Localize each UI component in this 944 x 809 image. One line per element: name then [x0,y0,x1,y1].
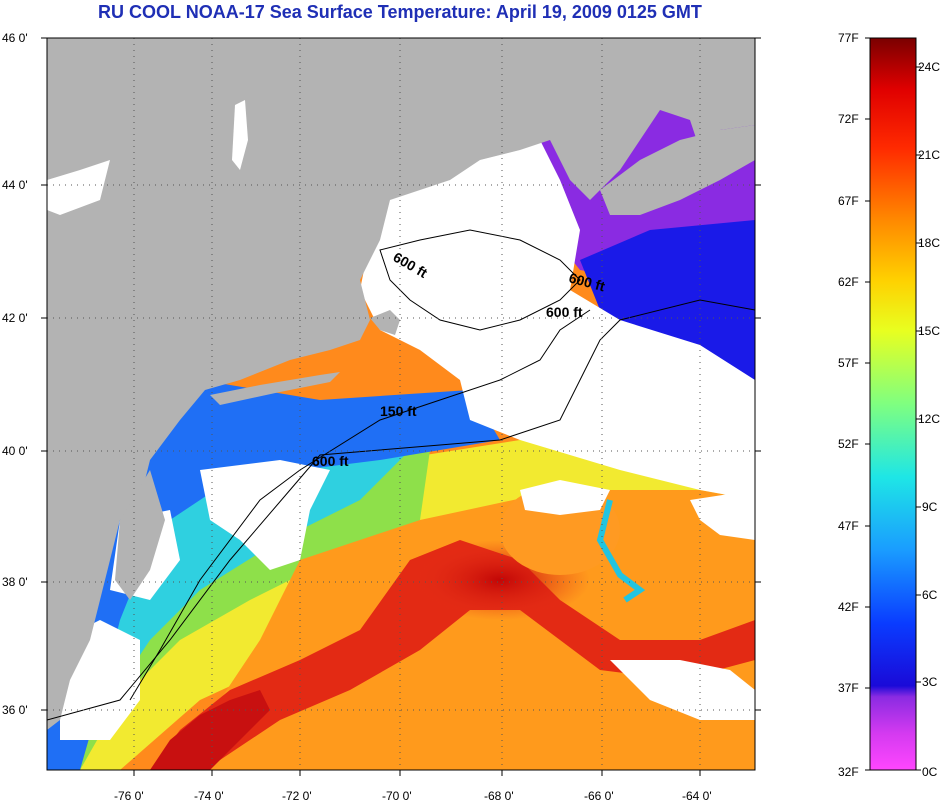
contour-label-600ft-3: 600 ft [546,304,583,320]
cb-f-52: 52F [838,437,859,451]
cb-f-47: 47F [838,519,859,533]
lon-label-66: -66 0' [584,789,614,803]
lon-label-68: -68 0' [484,789,514,803]
cloud-offshore-patch [520,480,610,515]
axis-ticks [41,37,761,776]
cb-f-32: 32F [838,765,859,779]
cb-c-3: 3C [922,675,938,689]
nearshore-blue-region [47,360,500,770]
lon-label-76: -76 0' [114,789,144,803]
graticule [47,38,755,770]
cb-c-24: 24C [918,60,940,74]
lake-champlain [232,100,248,170]
cb-f-67: 67F [838,194,859,208]
cb-c-6: 6C [922,588,938,602]
cloud-shelf-patch [200,460,330,570]
land-nova-scotia [600,125,755,215]
land-delmarva [115,470,165,600]
cb-c-0: 0C [922,765,938,779]
land-mainland [47,38,755,730]
lat-label-42: 42 0' [2,311,28,325]
lon-label-64: -64 0' [682,789,712,803]
isobath-600ft-shelf [47,299,755,721]
lat-label-46: 46 0' [2,31,28,45]
cb-c-18: 18C [918,236,940,250]
cb-f-77: 77F [838,31,859,45]
isobath-georges-bank [379,229,581,331]
colorbar-ticks [865,37,921,771]
cloud-gulf-of-maine [360,140,755,500]
cold-filament [596,499,646,603]
contour-label-600ft-4: 600 ft [312,453,349,469]
lon-label-70: -70 0' [382,789,412,803]
cb-c-12: 12C [918,412,940,426]
lat-label-36: 36 0' [2,703,28,717]
lat-label-38: 38 0' [2,575,28,589]
cb-f-57: 57F [838,356,859,370]
cb-f-37: 37F [838,681,859,695]
inland-lakes [47,160,110,215]
contour-label-150ft: 150 ft [380,403,417,419]
cb-f-62: 62F [838,275,859,289]
cb-c-9: 9C [922,500,938,514]
cloud-eastern-patch [690,490,755,540]
land-cape-cod [370,310,400,335]
map-title: RU COOL NOAA-17 Sea Surface Temperature:… [98,2,702,22]
cb-f-42: 42F [838,600,859,614]
gulf-of-maine-blue [580,220,755,380]
isobath-150ft [129,309,591,701]
land-long-island [210,372,340,405]
lat-label-40: 40 0' [2,444,28,458]
cb-c-15: 15C [918,324,940,338]
lat-label-44: 44 0' [2,178,28,192]
lon-label-72: -72 0' [282,789,312,803]
plot-frame [46,37,756,771]
cb-c-21: 21C [918,148,940,162]
cloud-southeast-patch [610,660,755,720]
colorbar-gradient [869,37,917,771]
lon-label-74: -74 0' [194,789,224,803]
cb-f-72: 72F [838,112,859,126]
plot-area: 600 ft 600 ft 600 ft 150 ft 600 ft [47,38,755,770]
colorbar: 77F 72F 67F 62F 57F 52F 47F 42F 37F 32F … [838,31,940,779]
